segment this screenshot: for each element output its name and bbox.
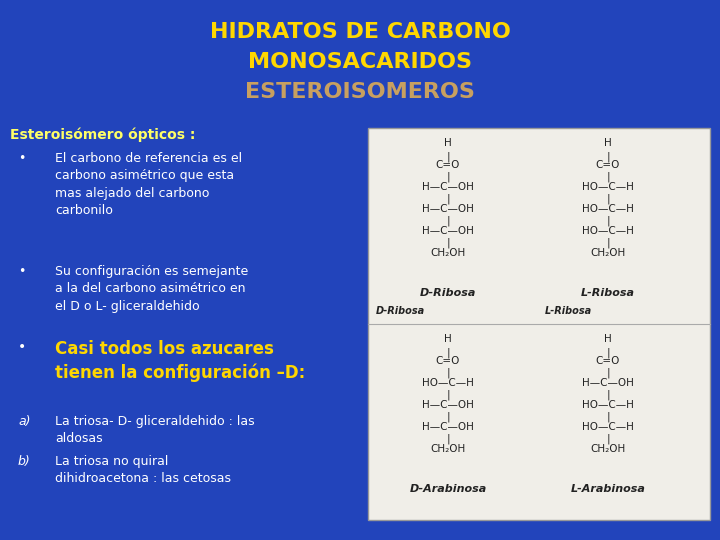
Text: |: | (606, 368, 610, 379)
Text: D-Arabinosa: D-Arabinosa (410, 484, 487, 494)
Text: H—C—OH: H—C—OH (422, 182, 474, 192)
Text: |: | (606, 194, 610, 205)
Text: C=O: C=O (596, 356, 620, 366)
Text: CH₂OH: CH₂OH (431, 248, 466, 258)
Text: C=O: C=O (596, 160, 620, 170)
Text: |: | (446, 194, 450, 205)
Text: El carbono de referencia es el
carbono asimétrico que esta
mas alejado del carbo: El carbono de referencia es el carbono a… (55, 152, 242, 218)
Text: •: • (18, 265, 25, 278)
Text: C=O: C=O (436, 356, 460, 366)
Text: H—C—OH: H—C—OH (422, 204, 474, 214)
Text: |: | (446, 412, 450, 422)
Text: HO—C—H: HO—C—H (422, 378, 474, 388)
Text: L-Arabinosa: L-Arabinosa (570, 484, 645, 494)
Text: Esteroisómero ópticos :: Esteroisómero ópticos : (10, 128, 195, 143)
Text: L-Ribosa: L-Ribosa (581, 288, 635, 298)
Text: |: | (446, 347, 450, 357)
Text: D-Ribosa: D-Ribosa (420, 288, 476, 298)
Text: Casi todos los azucares
tienen la configuración –D:: Casi todos los azucares tienen la config… (55, 340, 305, 382)
Text: MONOSACARIDOS: MONOSACARIDOS (248, 52, 472, 72)
Text: H—C—OH: H—C—OH (582, 378, 634, 388)
Text: |: | (446, 390, 450, 401)
Text: |: | (446, 172, 450, 183)
Text: HO—C—H: HO—C—H (582, 422, 634, 432)
Text: •: • (18, 152, 25, 165)
Text: |: | (446, 216, 450, 226)
Text: a): a) (18, 415, 30, 428)
Text: |: | (606, 347, 610, 357)
Text: H—C—OH: H—C—OH (422, 226, 474, 236)
Text: |: | (446, 238, 450, 248)
Text: H—C—OH: H—C—OH (422, 422, 474, 432)
Text: CH₂OH: CH₂OH (431, 444, 466, 454)
Text: |: | (446, 368, 450, 379)
Text: |: | (446, 434, 450, 444)
Text: |: | (606, 151, 610, 161)
Text: CH₂OH: CH₂OH (590, 248, 626, 258)
Text: |: | (606, 172, 610, 183)
Text: H—C—OH: H—C—OH (422, 400, 474, 410)
Text: HO—C—H: HO—C—H (582, 226, 634, 236)
Text: H: H (604, 138, 612, 148)
Text: |: | (606, 216, 610, 226)
Text: H: H (604, 334, 612, 344)
Text: ESTEROISOMEROS: ESTEROISOMEROS (245, 82, 475, 102)
Text: b): b) (18, 455, 31, 468)
Text: HIDRATOS DE CARBONO: HIDRATOS DE CARBONO (210, 22, 510, 42)
Text: La triosa no quiral
dihidroacetona : las cetosas: La triosa no quiral dihidroacetona : las… (55, 455, 231, 485)
Text: •: • (18, 340, 26, 354)
Text: |: | (606, 238, 610, 248)
Text: HO—C—H: HO—C—H (582, 204, 634, 214)
Text: L-Ribosa: L-Ribosa (544, 306, 592, 316)
Text: H: H (444, 138, 452, 148)
Text: CH₂OH: CH₂OH (590, 444, 626, 454)
Text: La triosa- D- gliceraldehido : las
aldosas: La triosa- D- gliceraldehido : las aldos… (55, 415, 255, 445)
Bar (368, 128, 710, 520)
Text: |: | (606, 390, 610, 401)
Text: C=O: C=O (436, 160, 460, 170)
Text: |: | (606, 434, 610, 444)
Text: HO—C—H: HO—C—H (582, 400, 634, 410)
Text: |: | (446, 151, 450, 161)
Text: D-Ribosa: D-Ribosa (375, 306, 425, 316)
Text: |: | (606, 412, 610, 422)
Text: HO—C—H: HO—C—H (582, 182, 634, 192)
Text: H: H (444, 334, 452, 344)
Text: Su configuración es semejante
a la del carbono asimétrico en
el D o L- glicerald: Su configuración es semejante a la del c… (55, 265, 248, 313)
